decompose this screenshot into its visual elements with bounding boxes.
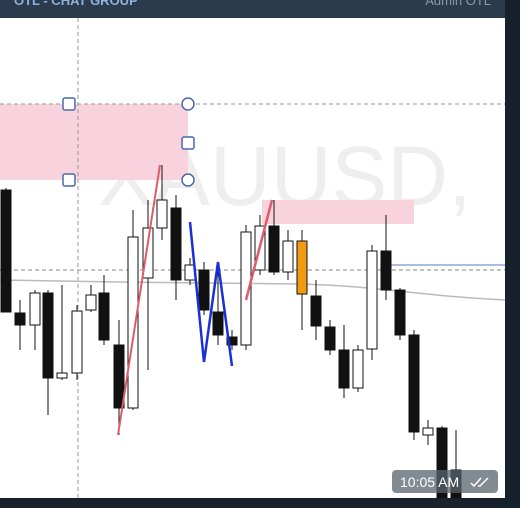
read-check <box>470 477 489 488</box>
candle-body <box>85 294 97 311</box>
candle-body <box>170 207 182 281</box>
zigzag <box>188 221 234 367</box>
candle-body <box>324 326 336 351</box>
moving-average <box>0 279 505 301</box>
chart-bg <box>0 18 505 498</box>
candle-body <box>352 349 364 389</box>
candle-body <box>127 236 139 409</box>
trend-line <box>117 164 161 436</box>
time: 10:05 AM <box>400 474 460 490</box>
candle-body <box>29 292 41 326</box>
author: Admin OTL <box>425 0 491 8</box>
candle-body <box>98 292 110 341</box>
chat-header: OTL - CHAT GROUP Admin OTL <box>0 0 505 18</box>
candle-body <box>226 336 238 346</box>
candle-body <box>240 231 252 346</box>
candle-body <box>156 199 168 229</box>
candle-body <box>310 295 322 327</box>
candle-body <box>42 292 54 379</box>
candle-body <box>0 189 12 313</box>
candle-body <box>198 269 210 311</box>
candle-body <box>436 427 448 498</box>
zone <box>262 200 414 224</box>
candle-body <box>408 334 420 433</box>
candle-body <box>380 250 392 291</box>
candle-body <box>282 240 294 273</box>
group-title: OTL - CHAT GROUP <box>14 0 138 8</box>
candle-body <box>113 344 125 409</box>
handles <box>62 97 195 187</box>
zone <box>0 104 188 180</box>
chart-image: XAUUSD, <box>0 18 505 498</box>
candle-body <box>268 225 280 273</box>
time-badge: 10:05 AM <box>392 470 498 493</box>
candle-body <box>338 349 350 389</box>
candle-body <box>296 240 308 295</box>
candle-body <box>56 372 68 379</box>
candle-body <box>212 311 224 336</box>
trend-line <box>244 199 274 301</box>
candle-body <box>366 250 378 350</box>
candle-body <box>422 427 434 436</box>
candle-body <box>394 289 406 336</box>
candle-body <box>14 312 26 326</box>
candle-body <box>142 227 154 279</box>
candle-body <box>71 310 83 374</box>
